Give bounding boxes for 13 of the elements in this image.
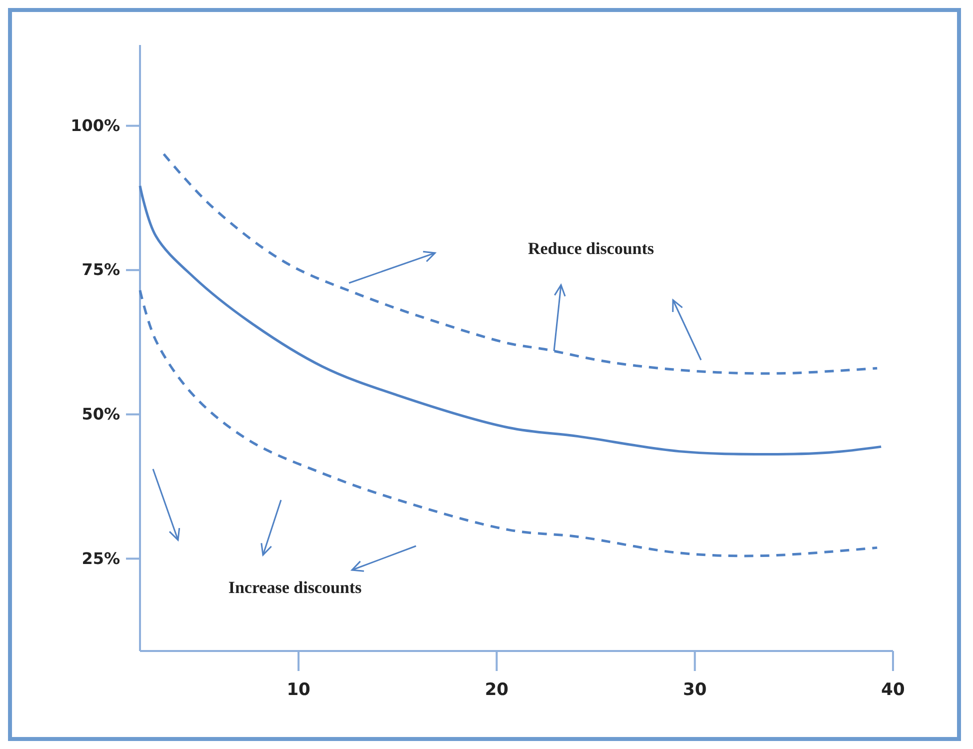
line-series xyxy=(138,184,882,456)
x-tick-label: 40 xyxy=(881,680,905,700)
y-tick-label: 100% xyxy=(70,116,120,135)
line-series xyxy=(162,152,878,375)
x-tick-label: 20 xyxy=(484,680,509,700)
y-tick-label: 75% xyxy=(82,260,120,280)
y-tick-label: 50% xyxy=(82,404,120,424)
x-tick-label: 30 xyxy=(683,680,707,700)
y-tick-label: 25% xyxy=(82,548,120,568)
annotation: Increase discounts xyxy=(228,578,362,597)
line-series xyxy=(138,289,878,558)
x-tick-label: 10 xyxy=(286,680,311,700)
annotation: Reduce discounts xyxy=(528,239,654,258)
